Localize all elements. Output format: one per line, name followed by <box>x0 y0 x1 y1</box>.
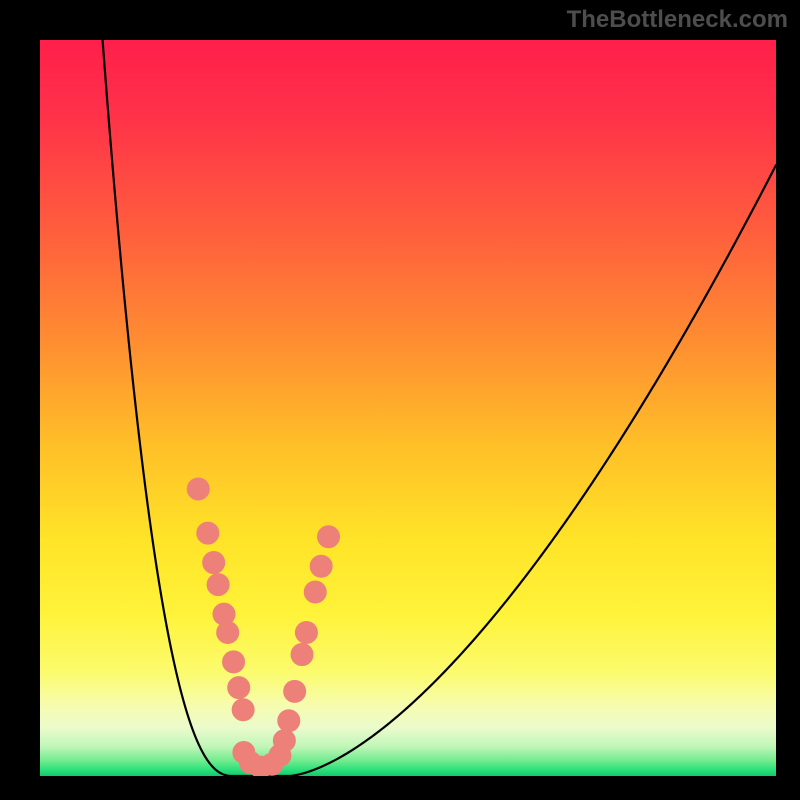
marker-dot <box>273 730 295 752</box>
stage: TheBottleneck.com <box>0 0 800 800</box>
watermark-text: TheBottleneck.com <box>567 6 788 34</box>
marker-group <box>187 478 339 776</box>
marker-dot <box>278 710 300 732</box>
marker-dot <box>203 552 225 574</box>
marker-dot <box>232 699 254 721</box>
marker-dot <box>187 478 209 500</box>
marker-dot <box>318 526 340 548</box>
marker-dot <box>228 677 250 699</box>
marker-dot <box>217 621 239 643</box>
marker-dot <box>197 522 219 544</box>
marker-dot <box>207 574 229 596</box>
marker-dot <box>223 651 245 673</box>
marker-dot <box>284 680 306 702</box>
marker-dot <box>304 581 326 603</box>
bottleneck-curve <box>103 40 776 776</box>
marker-dot <box>295 621 317 643</box>
chart-svg <box>40 40 776 776</box>
marker-dot <box>291 644 313 666</box>
marker-dot <box>310 555 332 577</box>
plot-area <box>40 40 776 776</box>
